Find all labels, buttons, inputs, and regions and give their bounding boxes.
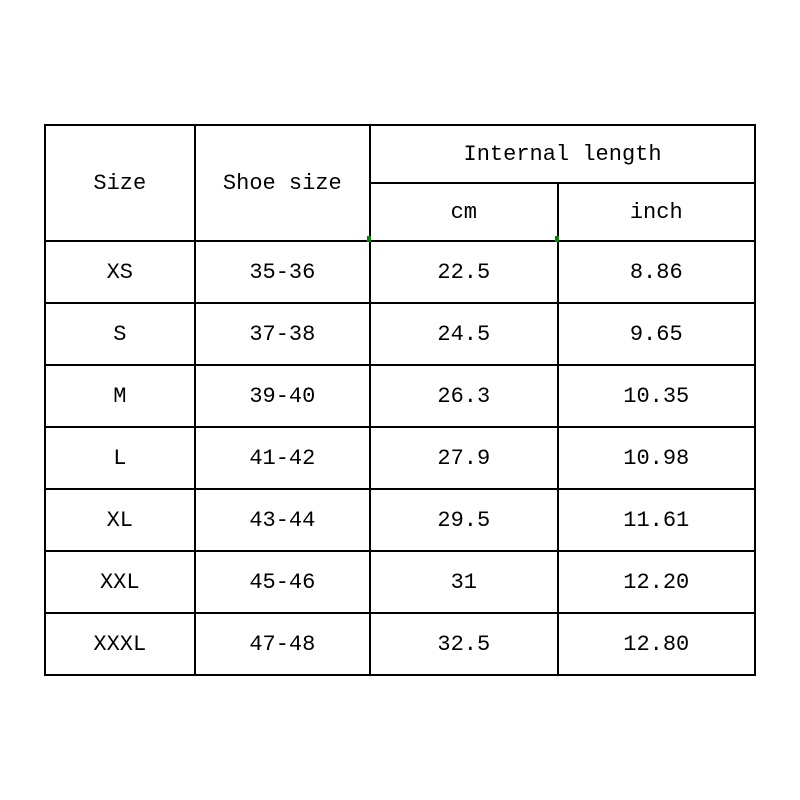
table-body: XS 35-36 22.5 8.86 S 37-38 24.5 9.65 M 3… bbox=[45, 241, 755, 675]
cell-size: M bbox=[45, 365, 195, 427]
table-row: XS 35-36 22.5 8.86 bbox=[45, 241, 755, 303]
cell-inch: 8.86 bbox=[558, 241, 755, 303]
header-cm: cm bbox=[370, 183, 557, 241]
table-row: XXL 45-46 31 12.20 bbox=[45, 551, 755, 613]
cell-cm: 31 bbox=[370, 551, 557, 613]
cell-size: S bbox=[45, 303, 195, 365]
size-chart-table: Size Shoe size Internal length cm inch X… bbox=[44, 124, 756, 676]
cell-shoe-size: 47-48 bbox=[195, 613, 370, 675]
cell-cm: 32.5 bbox=[370, 613, 557, 675]
cell-inch: 10.35 bbox=[558, 365, 755, 427]
table-header: Size Shoe size Internal length cm inch bbox=[45, 125, 755, 241]
table-row: S 37-38 24.5 9.65 bbox=[45, 303, 755, 365]
cell-cm: 29.5 bbox=[370, 489, 557, 551]
cell-shoe-size: 41-42 bbox=[195, 427, 370, 489]
header-size: Size bbox=[45, 125, 195, 241]
cell-shoe-size: 45-46 bbox=[195, 551, 370, 613]
cell-shoe-size: 39-40 bbox=[195, 365, 370, 427]
cell-size: XXL bbox=[45, 551, 195, 613]
cell-shoe-size: 43-44 bbox=[195, 489, 370, 551]
cell-cm: 24.5 bbox=[370, 303, 557, 365]
cell-inch: 12.80 bbox=[558, 613, 755, 675]
cell-size: XL bbox=[45, 489, 195, 551]
cell-shoe-size: 37-38 bbox=[195, 303, 370, 365]
table-row: XL 43-44 29.5 11.61 bbox=[45, 489, 755, 551]
cell-shoe-size: 35-36 bbox=[195, 241, 370, 303]
table-row: XXXL 47-48 32.5 12.80 bbox=[45, 613, 755, 675]
cell-cm: 26.3 bbox=[370, 365, 557, 427]
cell-cm: 22.5 bbox=[370, 241, 557, 303]
cell-inch: 9.65 bbox=[558, 303, 755, 365]
cell-cm: 27.9 bbox=[370, 427, 557, 489]
cell-size: XXXL bbox=[45, 613, 195, 675]
table-row: M 39-40 26.3 10.35 bbox=[45, 365, 755, 427]
cell-inch: 11.61 bbox=[558, 489, 755, 551]
header-row-top: Size Shoe size Internal length bbox=[45, 125, 755, 183]
cell-size: L bbox=[45, 427, 195, 489]
header-internal-length: Internal length bbox=[370, 125, 755, 183]
header-shoe-size: Shoe size bbox=[195, 125, 370, 241]
cell-inch: 10.98 bbox=[558, 427, 755, 489]
cell-size: XS bbox=[45, 241, 195, 303]
cell-inch: 12.20 bbox=[558, 551, 755, 613]
header-inch: inch bbox=[558, 183, 755, 241]
table-row: L 41-42 27.9 10.98 bbox=[45, 427, 755, 489]
size-chart-table-container: Size Shoe size Internal length cm inch X… bbox=[44, 124, 756, 676]
